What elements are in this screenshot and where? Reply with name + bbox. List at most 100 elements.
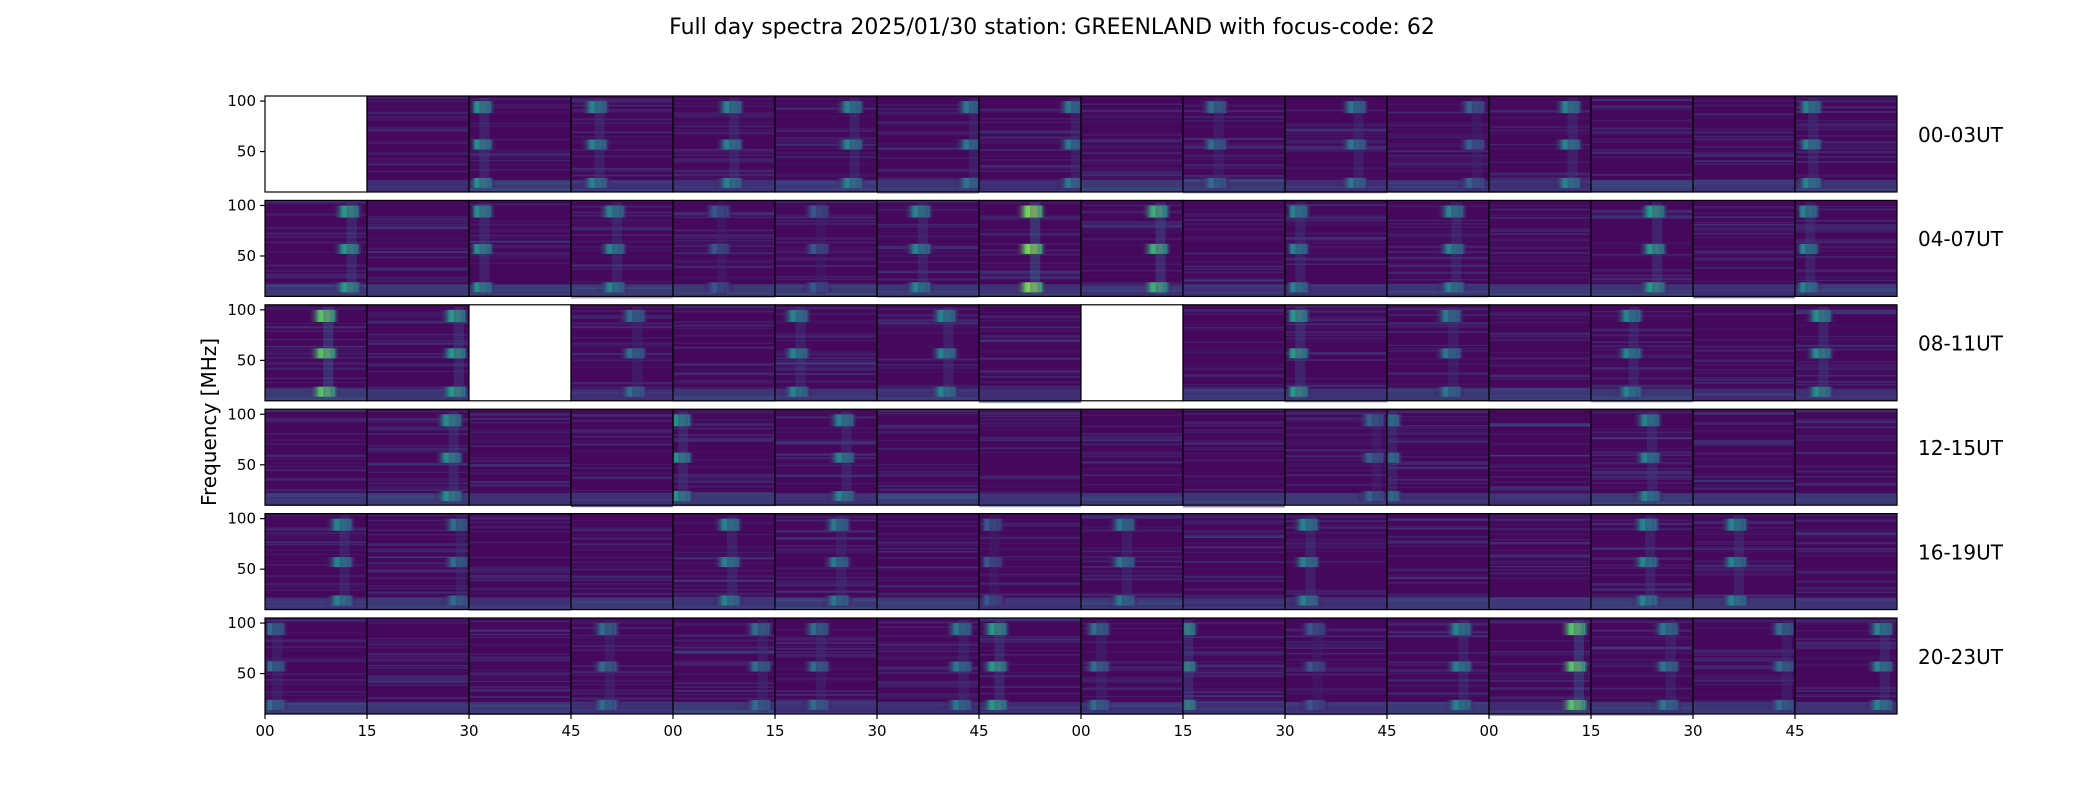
noise-line	[877, 680, 979, 684]
noise-line	[1489, 528, 1591, 531]
noise-line	[1591, 447, 1693, 450]
emission-band	[469, 101, 571, 114]
noise-line	[367, 684, 469, 687]
noise-line	[1489, 365, 1591, 367]
noise-line	[1693, 280, 1795, 283]
noise-line	[877, 423, 979, 426]
noise-line	[1387, 166, 1489, 168]
noise-line	[877, 440, 979, 442]
noise-line	[673, 682, 775, 685]
noise-line	[469, 229, 571, 231]
burst-streak	[448, 411, 459, 504]
burst-streak	[1647, 411, 1658, 504]
noise-line	[1387, 136, 1489, 139]
x-tick-label: 00	[255, 722, 274, 740]
noise-line	[1795, 325, 1897, 327]
noise-line	[571, 579, 673, 581]
noise-line	[673, 237, 775, 240]
noise-line	[1489, 260, 1591, 263]
noise-line	[469, 578, 571, 582]
emission-band	[571, 282, 673, 293]
noise-line	[1183, 651, 1285, 654]
noise-line	[571, 463, 673, 465]
y-tick-label: 50	[237, 456, 256, 474]
noise-line	[1591, 269, 1693, 272]
noise-line	[1183, 239, 1285, 241]
noise-line	[979, 644, 1081, 647]
burst-streak	[1818, 306, 1829, 399]
noise-line	[1489, 117, 1591, 120]
emission-band	[1387, 309, 1489, 322]
noise-line	[367, 658, 469, 661]
noise-line	[979, 584, 1081, 586]
noise-line	[571, 472, 673, 475]
noise-line	[1387, 536, 1489, 538]
noise-line	[979, 636, 1081, 638]
burst-streak	[994, 620, 1005, 712]
noise-line	[1081, 574, 1183, 577]
emission-band	[1795, 623, 1897, 636]
noise-line	[979, 329, 1081, 332]
noise-line	[775, 220, 877, 223]
noise-line	[1693, 216, 1795, 218]
noise-line	[673, 266, 775, 269]
low-band-noise	[1489, 597, 1591, 610]
noise-line	[673, 132, 775, 134]
emission-band	[1285, 243, 1387, 254]
emission-band	[775, 243, 877, 254]
noise-line	[1285, 540, 1387, 543]
noise-line	[571, 534, 673, 537]
noise-line	[367, 425, 469, 429]
noise-line	[1489, 488, 1591, 490]
noise-line	[979, 674, 1081, 677]
low-band-noise	[1795, 597, 1897, 610]
noise-line	[469, 566, 571, 569]
noise-line	[469, 234, 571, 237]
noise-line	[1183, 488, 1285, 491]
noise-line	[1591, 620, 1693, 623]
noise-line	[1285, 203, 1387, 206]
noise-line	[1693, 250, 1795, 253]
emission-band	[979, 595, 1081, 606]
noise-line	[775, 552, 877, 554]
noise-line	[1795, 373, 1897, 376]
noise-line	[469, 149, 571, 152]
noise-line	[367, 111, 469, 115]
noise-line	[979, 654, 1081, 656]
noise-line	[1591, 451, 1693, 454]
noise-line	[1489, 671, 1591, 674]
spectra-panel	[672, 408, 776, 507]
noise-line	[1081, 175, 1183, 177]
x-tick-label: 30	[867, 722, 886, 740]
noise-line	[979, 311, 1081, 313]
emission-band	[979, 661, 1081, 672]
noise-line	[1795, 588, 1897, 591]
noise-line	[1387, 486, 1489, 489]
emission-band	[775, 452, 877, 463]
noise-line	[1795, 279, 1897, 282]
emission-band	[1693, 699, 1795, 710]
noise-line	[469, 439, 571, 442]
noise-line	[877, 696, 979, 699]
spectra-panel	[1080, 408, 1184, 506]
noise-line	[469, 157, 571, 160]
spectra-panel	[1182, 617, 1286, 715]
noise-line	[775, 471, 877, 473]
noise-line	[673, 242, 775, 245]
noise-line	[673, 515, 775, 518]
noise-line	[1285, 647, 1387, 649]
noise-line	[1693, 516, 1795, 519]
noise-line	[1081, 515, 1183, 517]
noise-line	[1489, 676, 1591, 680]
noise-line	[1285, 238, 1387, 241]
emission-band	[367, 518, 469, 531]
noise-line	[1387, 371, 1489, 374]
noise-line	[469, 421, 571, 424]
noise-line	[571, 684, 673, 686]
noise-line	[367, 665, 469, 667]
noise-line	[265, 260, 367, 263]
noise-line	[1081, 162, 1183, 165]
noise-line	[469, 541, 571, 544]
noise-line	[1693, 442, 1795, 445]
